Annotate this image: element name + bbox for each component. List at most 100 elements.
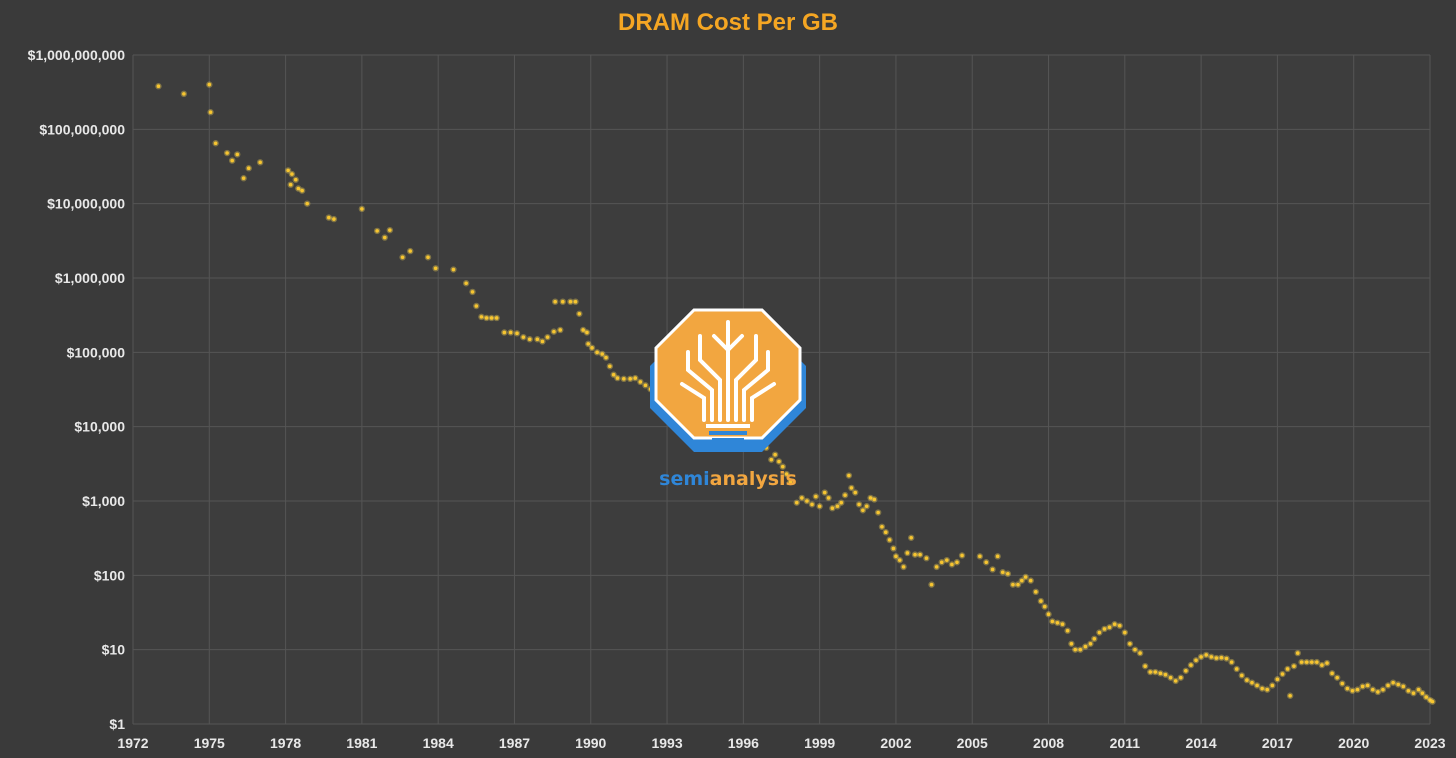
data-point bbox=[568, 299, 573, 304]
data-point bbox=[1088, 641, 1093, 646]
data-point bbox=[182, 92, 186, 96]
data-point bbox=[1391, 680, 1395, 685]
data-point bbox=[1234, 667, 1239, 671]
chart-title: DRAM Cost Per GB bbox=[618, 9, 838, 36]
data-point bbox=[1411, 691, 1416, 695]
data-point bbox=[843, 493, 847, 497]
data-point bbox=[1199, 655, 1203, 659]
data-point bbox=[360, 207, 364, 211]
data-point bbox=[611, 372, 616, 377]
data-point bbox=[1292, 664, 1296, 668]
data-point bbox=[847, 473, 851, 478]
data-point bbox=[1102, 627, 1107, 631]
x-tick-label: 2005 bbox=[957, 735, 988, 751]
data-point bbox=[1204, 653, 1209, 657]
data-point bbox=[408, 249, 413, 253]
data-point bbox=[1406, 688, 1411, 693]
data-point bbox=[502, 330, 507, 335]
data-point bbox=[901, 565, 906, 569]
data-point bbox=[1260, 686, 1264, 691]
data-point bbox=[909, 535, 913, 540]
data-point bbox=[489, 316, 494, 320]
logo-text-analysis: analysis bbox=[710, 468, 797, 490]
y-axis-ticks: $1 $10 $100 $1,000 $10,000 $100,000 $1,000,000… bbox=[28, 47, 126, 732]
semianalysis-logo: semianalysis bbox=[650, 308, 806, 490]
data-point bbox=[1381, 687, 1385, 692]
data-point bbox=[1148, 670, 1153, 674]
data-point bbox=[1229, 660, 1234, 664]
logo-text: semianalysis bbox=[659, 468, 797, 490]
data-point bbox=[300, 188, 304, 193]
data-point bbox=[1039, 599, 1043, 603]
data-point bbox=[1138, 651, 1142, 655]
data-point bbox=[581, 328, 585, 332]
data-point bbox=[934, 565, 939, 569]
x-tick-label: 2008 bbox=[1033, 735, 1064, 751]
data-point bbox=[1219, 655, 1224, 660]
x-tick-label: 1999 bbox=[804, 735, 835, 751]
y-tick-label: $100 bbox=[94, 567, 125, 583]
x-tick-label: 2002 bbox=[880, 735, 911, 751]
data-point bbox=[872, 497, 877, 502]
data-point bbox=[1360, 684, 1365, 689]
data-point bbox=[494, 316, 499, 320]
data-point bbox=[1299, 660, 1304, 664]
data-point bbox=[830, 506, 835, 511]
x-tick-label: 1978 bbox=[270, 735, 301, 751]
data-point bbox=[1083, 644, 1088, 649]
data-point bbox=[990, 567, 995, 572]
data-point bbox=[794, 500, 799, 505]
data-point bbox=[1011, 582, 1015, 587]
y-tick-label: $100,000,000 bbox=[39, 121, 125, 137]
y-tick-label: $10,000,000 bbox=[47, 196, 125, 212]
data-point bbox=[984, 560, 989, 565]
data-point bbox=[638, 380, 643, 384]
data-point bbox=[293, 177, 298, 182]
data-point bbox=[1315, 660, 1319, 664]
data-point bbox=[479, 315, 484, 319]
data-point bbox=[484, 316, 489, 320]
x-tick-label: 2017 bbox=[1262, 735, 1293, 751]
data-point bbox=[918, 552, 922, 557]
data-point bbox=[1285, 667, 1290, 671]
bulb-base-4 bbox=[716, 445, 740, 449]
data-point bbox=[1016, 582, 1020, 587]
data-point bbox=[382, 235, 387, 240]
data-point bbox=[586, 342, 591, 346]
data-point bbox=[1117, 623, 1122, 628]
data-point bbox=[622, 377, 626, 381]
data-point bbox=[1430, 699, 1435, 704]
data-point bbox=[628, 377, 632, 381]
data-point bbox=[945, 558, 949, 562]
data-point bbox=[1424, 695, 1428, 699]
data-point bbox=[608, 364, 612, 369]
data-point bbox=[595, 350, 599, 355]
data-point bbox=[426, 255, 430, 260]
data-point bbox=[1255, 683, 1259, 688]
data-point bbox=[769, 457, 774, 462]
data-point bbox=[1370, 687, 1375, 692]
data-point bbox=[604, 355, 608, 360]
data-point bbox=[464, 281, 468, 286]
data-point bbox=[1178, 675, 1183, 680]
data-point bbox=[585, 330, 589, 335]
data-point bbox=[849, 486, 854, 490]
data-point bbox=[1189, 663, 1193, 667]
data-point bbox=[1112, 622, 1117, 627]
data-point bbox=[1123, 630, 1127, 635]
data-point bbox=[897, 558, 902, 562]
bulb-base-3 bbox=[712, 438, 744, 442]
x-tick-label: 1972 bbox=[117, 735, 148, 751]
data-point bbox=[1133, 647, 1137, 652]
data-point bbox=[600, 352, 605, 356]
data-point bbox=[286, 168, 290, 173]
x-axis-ticks: 1972 1975 1978 1981 1984 1987 1990 1993 1996 1999… bbox=[117, 735, 1445, 751]
data-point bbox=[1042, 604, 1047, 609]
data-point bbox=[1224, 656, 1229, 661]
data-point bbox=[633, 376, 638, 380]
data-point bbox=[887, 538, 892, 542]
data-point bbox=[1270, 683, 1275, 688]
data-point bbox=[950, 562, 954, 567]
data-point bbox=[1288, 693, 1292, 698]
y-tick-label: $10,000 bbox=[74, 419, 125, 435]
